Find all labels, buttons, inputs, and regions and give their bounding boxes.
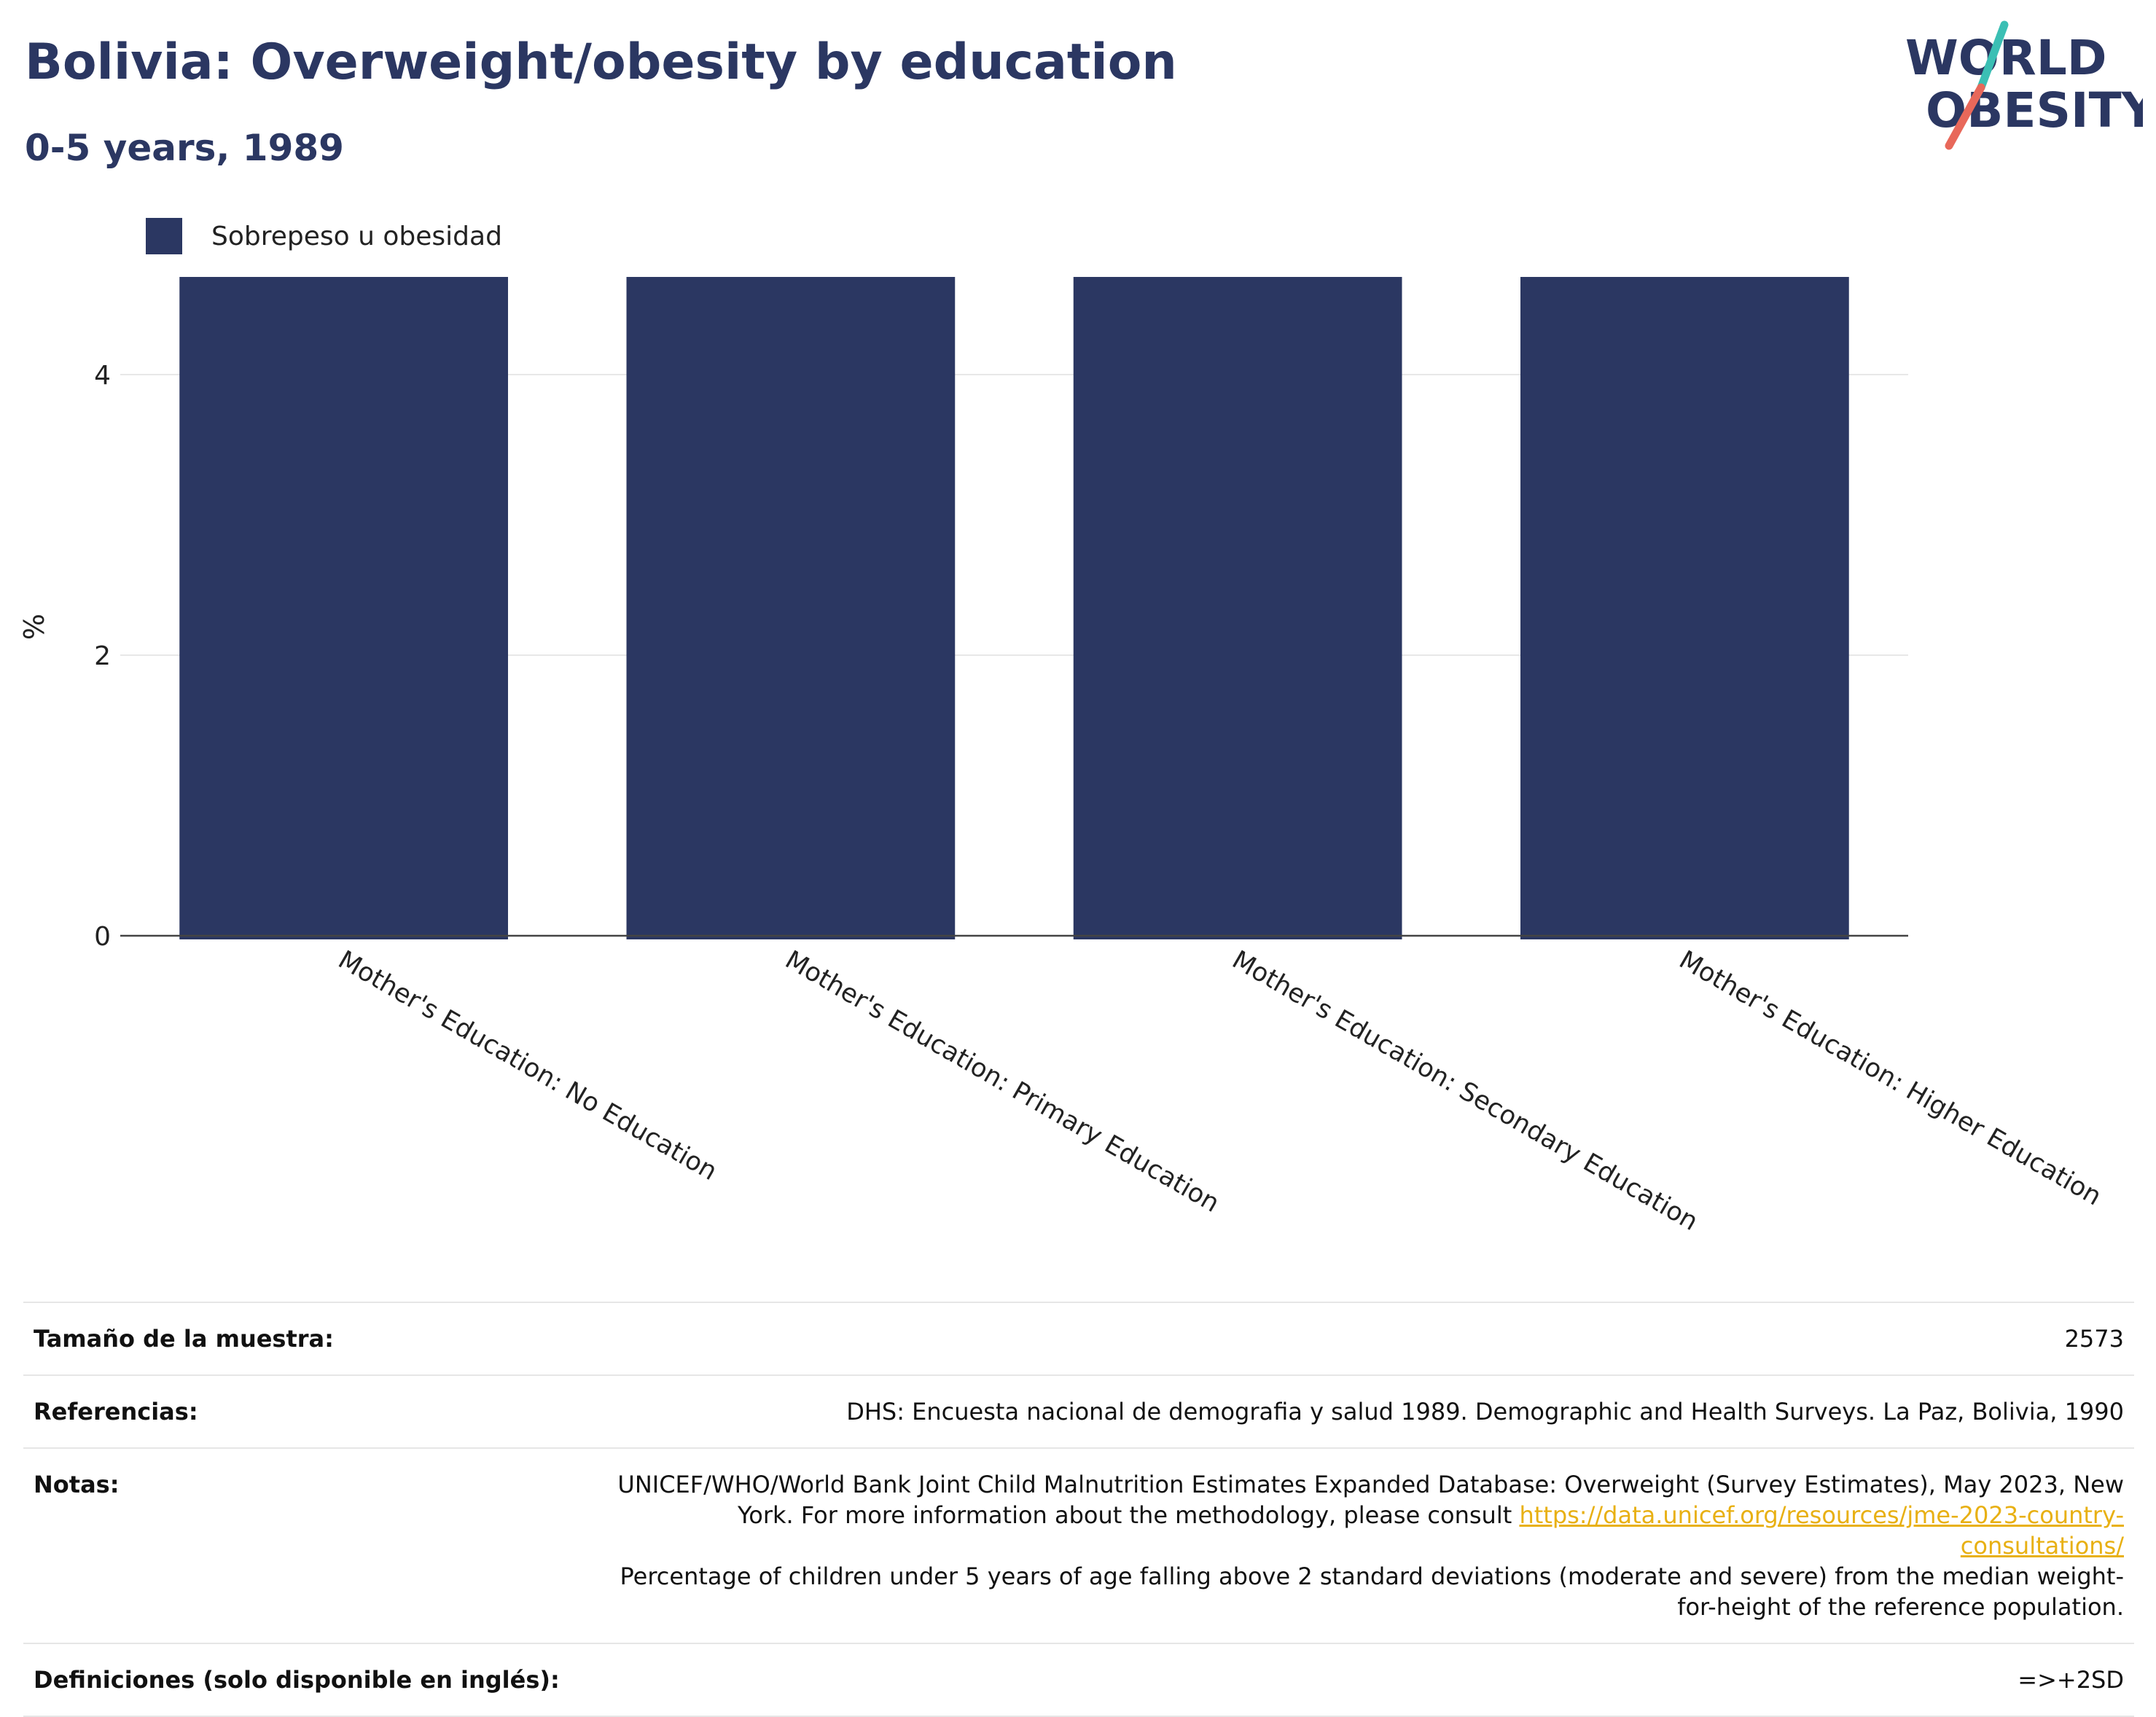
y-tick-label: 4: [94, 361, 111, 391]
x-tick-label: Mother's Education: No Education: [333, 945, 722, 1186]
chart-subtitle: 0-5 years, 1989: [25, 127, 344, 169]
logo-text-world: WORLD: [1905, 30, 2107, 86]
x-tick-label: Mother's Education: Primary Education: [780, 945, 1224, 1219]
legend-swatch: [146, 218, 182, 254]
footer-row-references: Referencias: DHS: Encuesta nacional de d…: [23, 1374, 2134, 1447]
sample-size-label: Tamaño de la muestra:: [34, 1325, 334, 1353]
sample-size-value: 2573: [2064, 1325, 2124, 1353]
bars: [179, 277, 1849, 939]
logo-slash-coral: [1945, 83, 1985, 150]
x-tick-label: Mother's Education: Higher Education: [1674, 945, 2106, 1211]
world-obesity-logo: WORLD OBESITY: [1905, 20, 2143, 150]
y-axis-label: %: [18, 614, 50, 640]
notes-text-1: UNICEF/WHO/World Bank Joint Child Malnut…: [617, 1471, 2124, 1529]
references-value: DHS: Encuesta nacional de demografia y s…: [846, 1398, 2124, 1425]
notes-text-2: Percentage of children under 5 years of …: [620, 1562, 2125, 1621]
notes-value: UNICEF/WHO/World Bank Joint Child Malnut…: [608, 1469, 2124, 1622]
bar: [626, 277, 956, 939]
legend: Sobrepeso u obesidad: [146, 216, 502, 257]
y-tick-labels: 02468: [94, 361, 111, 952]
bar: [179, 277, 508, 939]
y-tick-label: 0: [94, 922, 111, 952]
definitions-value: =>+2SD: [2018, 1666, 2124, 1694]
legend-label: Sobrepeso u obesidad: [211, 221, 502, 251]
definitions-label: Definiciones (solo disponible en inglés)…: [34, 1666, 560, 1694]
bar: [1073, 277, 1402, 939]
notes-link[interactable]: https://data.unicef.org/resources/jme-20…: [1519, 1501, 2124, 1560]
x-tick-label: Mother's Education: Secondary Education: [1227, 945, 1703, 1237]
logo-slash-teal: [1977, 20, 2009, 92]
references-label: Referencias:: [34, 1398, 198, 1425]
chart-title: Bolivia: Overweight/obesity by education: [25, 34, 1177, 91]
notes-label: Notas:: [34, 1471, 120, 1498]
y-tick-label: 2: [94, 641, 111, 671]
footer-row-notes: Notas: UNICEF/WHO/World Bank Joint Child…: [23, 1447, 2134, 1643]
footer-row-sample: Tamaño de la muestra: 2573: [23, 1302, 2134, 1374]
bar: [1520, 277, 1849, 939]
bar-chart: 02468 Mother's Education: No EducationMo…: [18, 277, 2106, 1237]
chart-footer-table: Tamaño de la muestra: 2573 Referencias: …: [23, 1302, 2134, 1717]
footer-row-definitions: Definiciones (solo disponible en inglés)…: [23, 1643, 2134, 1717]
x-tick-labels: Mother's Education: No Education Mother's…: [333, 945, 2106, 1237]
